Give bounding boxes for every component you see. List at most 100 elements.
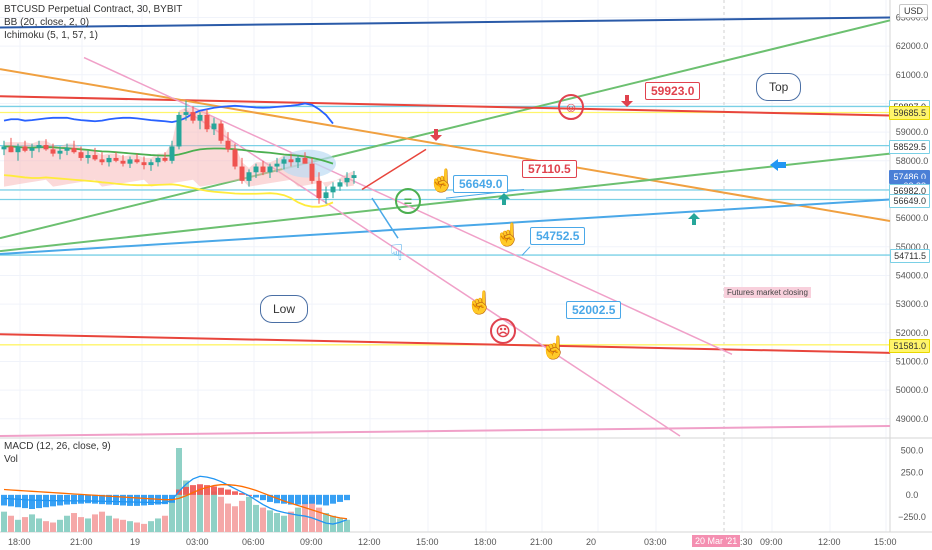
bb-upper-line: [3, 102, 334, 125]
note-56649[interactable]: 56649.0: [453, 175, 509, 193]
volume-bar: [148, 521, 154, 532]
volume-bar: [92, 514, 98, 532]
note-52002[interactable]: 52002.5: [566, 301, 622, 319]
pointing-hand-icon: ☝: [540, 335, 568, 360]
candle-body: [197, 114, 203, 121]
volume-bar: [8, 515, 14, 532]
volume-bar: [15, 519, 21, 532]
time-tick-label: 06:30: [730, 537, 753, 547]
macd-histogram-bar: [295, 494, 301, 505]
candle-body: [344, 178, 350, 183]
macd-histogram-bar: [302, 494, 308, 505]
bollinger-bands: [3, 102, 334, 208]
pointing-hand-icon: ☝: [466, 290, 494, 315]
red-arrow-line: [361, 148, 427, 191]
candle-body: [232, 149, 238, 167]
note-59923[interactable]: 59923.0: [645, 82, 701, 100]
macd-tick-label: 250.0: [901, 468, 924, 478]
time-tick-label: 03:00: [644, 537, 667, 547]
candle-body: [302, 157, 308, 164]
price-tick-label: 56000.0: [896, 213, 929, 223]
candle-body: [127, 159, 133, 164]
macd-histogram-bar: [148, 494, 154, 506]
pointing-hand-icon: ☝: [428, 168, 456, 193]
candle-body: [246, 172, 252, 181]
price-tick-label: 50000.0: [896, 385, 929, 395]
trendline: [0, 198, 891, 255]
candle-body: [323, 192, 329, 199]
macd-tick-label: 500.0: [901, 446, 924, 456]
price-tick-label: 55000.0: [896, 242, 929, 252]
trendline: [0, 424, 891, 437]
macd-histogram-bar: [260, 494, 266, 501]
price-tag: 56649.0: [889, 193, 930, 208]
time-tick-label: 12:00: [358, 537, 381, 547]
macd-histogram-bar: [134, 494, 140, 506]
volume-bar: [64, 515, 70, 532]
neutral-face-icon: =: [395, 188, 421, 214]
horizontal-levels: [0, 105, 890, 346]
macd-histogram-bar: [22, 494, 28, 509]
time-tick-label: 18:00: [474, 537, 497, 547]
price-tick-label: 51000.0: [896, 356, 929, 366]
macd-histogram-bar: [204, 485, 210, 495]
macd-histogram-bar: [36, 494, 42, 509]
price-tick-label: 53000.0: [896, 299, 929, 309]
macd-histogram-bar: [85, 494, 91, 504]
low-bubble[interactable]: Low: [260, 295, 309, 323]
macd-histogram-bar: [1, 494, 7, 506]
macd-histogram-bar: [106, 494, 112, 505]
note-connector: [521, 246, 531, 256]
candle-body: [281, 159, 287, 164]
volume-bar: [302, 502, 308, 532]
volume-bar: [274, 513, 280, 532]
volume-bar: [253, 504, 259, 532]
candle-body: [351, 175, 357, 178]
macd-histogram-bar: [267, 494, 273, 502]
volume-bar: [29, 514, 35, 532]
candle-body: [183, 112, 189, 115]
candle-body: [176, 114, 182, 147]
trendline: [0, 19, 891, 240]
candle-body: [316, 180, 322, 199]
candle-body: [253, 166, 259, 173]
volume-bar: [85, 518, 91, 532]
up-arrow-icon: [688, 213, 700, 225]
bb-lower-line: [3, 174, 334, 208]
volume-bar: [211, 491, 217, 532]
top-bubble[interactable]: Top: [756, 73, 802, 101]
note-54752[interactable]: 54752.5: [530, 227, 586, 245]
macd-histogram-bar: [288, 494, 294, 505]
volume-bar: [183, 480, 189, 532]
candle-body: [274, 163, 280, 167]
candle-body: [134, 159, 140, 163]
pointing-hand-icon: ☟: [390, 240, 404, 265]
candle-body: [22, 146, 28, 151]
volume-bar: [50, 522, 56, 532]
volume-bar: [155, 518, 161, 532]
time-tick-label: 12:00: [818, 537, 841, 547]
trendline: [0, 333, 891, 354]
macd-pane: [1, 448, 350, 532]
volume-bar: [113, 518, 119, 532]
note-57110[interactable]: 57110.5: [522, 160, 577, 178]
candle-body: [309, 163, 315, 181]
candle-body: [211, 123, 217, 130]
macd-histogram-bar: [113, 494, 119, 506]
price-tick-label: 58000.0: [896, 156, 929, 166]
currency-badge[interactable]: USD: [898, 4, 928, 18]
volume-bar: [218, 496, 224, 532]
candle-body: [92, 155, 98, 160]
macd-histogram-bar: [78, 494, 84, 504]
candle-body: [225, 140, 231, 150]
bb-line: BB (20, close, 2, 0): [4, 17, 90, 28]
macd-label: MACD (12, 26, close, 9): [4, 441, 111, 452]
candle-body: [169, 146, 175, 161]
volume-bar: [239, 500, 245, 532]
price-tag: 58529.5: [889, 139, 930, 154]
candle-body: [71, 147, 77, 153]
volume-bar: [43, 521, 49, 532]
volume-bar: [295, 507, 301, 532]
volume-bar: [344, 519, 350, 532]
